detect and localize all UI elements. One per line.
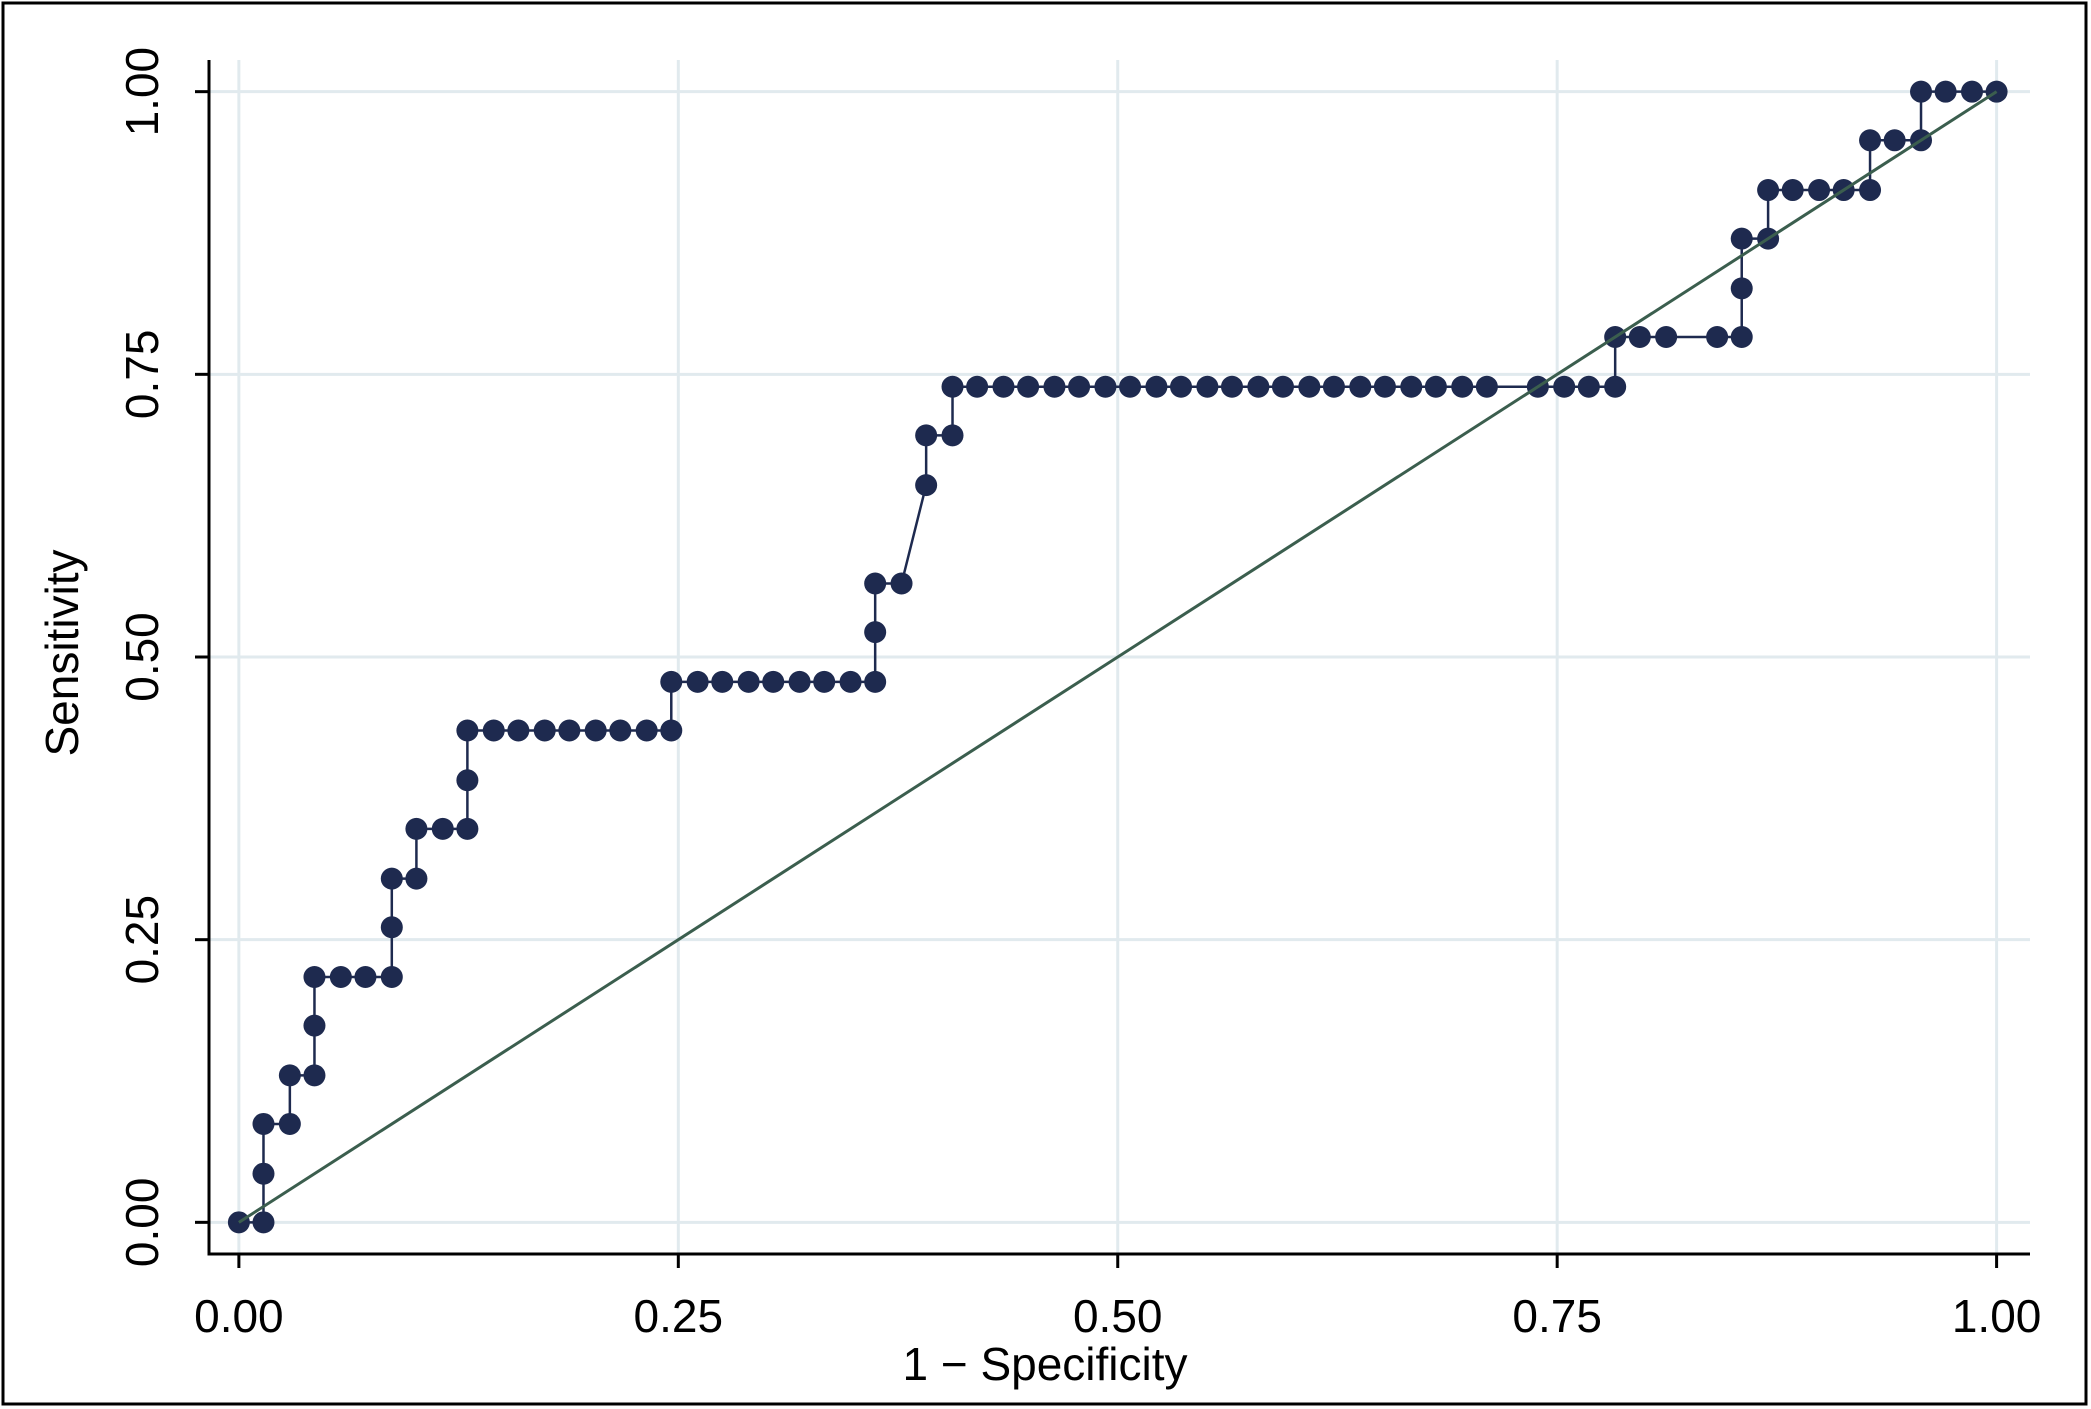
point: [1910, 80, 1933, 103]
point: [1145, 375, 1168, 398]
point: [329, 965, 352, 988]
point: [303, 1064, 326, 1087]
point: [1859, 129, 1882, 152]
point: [1170, 375, 1193, 398]
point: [1883, 129, 1906, 152]
point: [864, 670, 887, 693]
x-tick-label: 0.75: [1512, 1290, 1602, 1342]
point: [507, 719, 530, 742]
point: [1628, 326, 1651, 349]
point: [1068, 375, 1091, 398]
point: [762, 670, 785, 693]
point: [252, 1162, 275, 1185]
point: [558, 719, 581, 742]
point: [1475, 375, 1498, 398]
point: [380, 916, 403, 939]
point: [1934, 80, 1957, 103]
point: [380, 965, 403, 988]
point: [864, 621, 887, 644]
point: [1577, 375, 1600, 398]
point: [915, 424, 938, 447]
point: [1119, 375, 1142, 398]
point: [456, 719, 479, 742]
y-tick-label: 0.75: [116, 330, 168, 420]
point: [303, 1014, 326, 1037]
point: [1349, 375, 1372, 398]
point: [482, 719, 505, 742]
point: [1400, 375, 1423, 398]
point: [584, 719, 607, 742]
point: [1017, 375, 1040, 398]
point: [252, 1112, 275, 1135]
point: [1094, 375, 1117, 398]
x-tick-label: 0.00: [194, 1290, 284, 1342]
point: [1298, 375, 1321, 398]
point: [252, 1211, 275, 1234]
point: [1730, 277, 1753, 300]
point: [1043, 375, 1066, 398]
point: [1960, 80, 1983, 103]
point: [456, 817, 479, 840]
point: [1451, 375, 1474, 398]
point: [1730, 227, 1753, 250]
point: [1730, 326, 1753, 349]
point: [533, 719, 556, 742]
point: [354, 965, 377, 988]
point: [431, 817, 454, 840]
point: [1247, 375, 1270, 398]
point: [405, 867, 428, 890]
point: [966, 375, 989, 398]
point: [1859, 179, 1882, 202]
series-line: [238, 90, 1998, 1224]
y-axis-label: Sensitivity: [36, 549, 88, 756]
x-tick-label: 0.25: [634, 1290, 724, 1342]
point: [1757, 179, 1780, 202]
point: [1781, 179, 1804, 202]
y-tick-label: 0.25: [116, 895, 168, 985]
point: [941, 375, 964, 398]
point: [864, 572, 887, 595]
point: [788, 670, 811, 693]
point: [635, 719, 658, 742]
point: [1655, 326, 1678, 349]
point: [915, 474, 938, 497]
x-tick-label: 1.00: [1952, 1290, 2042, 1342]
y-tick-label: 0.00: [116, 1178, 168, 1268]
point: [609, 719, 632, 742]
point: [941, 424, 964, 447]
point: [1322, 375, 1345, 398]
point: [405, 817, 428, 840]
point: [456, 769, 479, 792]
point: [1271, 375, 1294, 398]
point: [1373, 375, 1396, 398]
point: [1808, 179, 1831, 202]
point: [711, 670, 734, 693]
point: [1553, 375, 1576, 398]
point: [1424, 375, 1447, 398]
point: [737, 670, 760, 693]
y-tick-label: 1.00: [116, 47, 168, 137]
point: [1604, 375, 1627, 398]
point: [890, 572, 913, 595]
point: [1196, 375, 1219, 398]
point: [380, 867, 403, 890]
x-axis-label: 1 − Specificity: [902, 1338, 1187, 1390]
point: [1706, 326, 1729, 349]
x-tick-label: 0.50: [1073, 1290, 1163, 1342]
y-tick-label: 0.50: [116, 612, 168, 702]
point: [303, 965, 326, 988]
point: [660, 670, 683, 693]
point: [686, 670, 709, 693]
point: [839, 670, 862, 693]
point: [278, 1064, 301, 1087]
point: [1220, 375, 1243, 398]
point: [660, 719, 683, 742]
point: [813, 670, 836, 693]
point: [278, 1112, 301, 1135]
point: [992, 375, 1015, 398]
